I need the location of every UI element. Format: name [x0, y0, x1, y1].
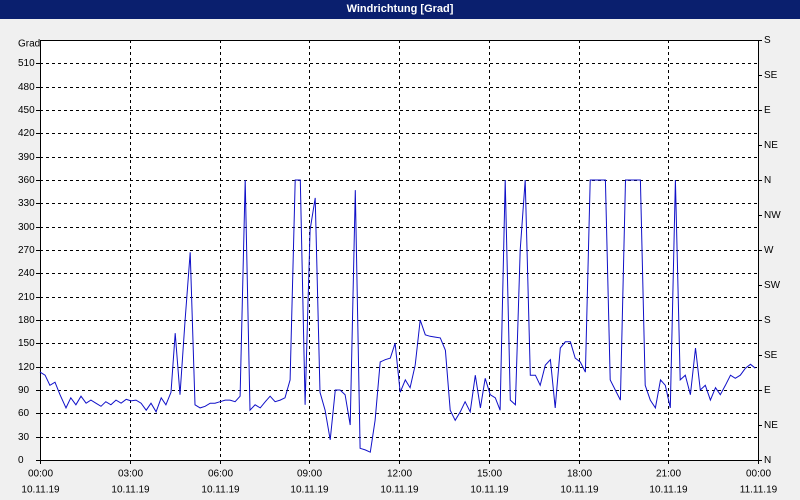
y-tick-label: 150: [18, 338, 35, 349]
title-bar: Windrichtung [Grad]: [0, 0, 800, 19]
y-tick-label: 330: [18, 198, 35, 209]
x-tick-label: 21:00: [656, 469, 681, 480]
y-tick-label: 30: [18, 432, 30, 443]
y-tick-label: 390: [18, 152, 35, 163]
y2-tick-label: NE: [764, 420, 778, 431]
x-tick-date: 10.11.19: [21, 485, 60, 496]
y2-tick-label: E: [764, 385, 771, 396]
y2-tick-label: S: [764, 35, 771, 46]
y-tick-label: 180: [18, 315, 35, 326]
y2-tick-label: W: [764, 245, 774, 256]
x-tick-date: 10.11.19: [649, 485, 688, 496]
x-tick-date: 10.11.19: [560, 485, 599, 496]
y-tick-label: 450: [18, 105, 35, 116]
y2-tick-label: NE: [764, 140, 778, 151]
x-tick-label: 03:00: [118, 469, 143, 480]
y-tick-label: 360: [18, 175, 35, 186]
y-tick-label: 0: [18, 455, 24, 466]
y2-tick-label: SW: [764, 280, 781, 291]
y-tick-label: 60: [18, 408, 30, 419]
x-tick-date: 10.11.19: [111, 485, 150, 496]
x-tick-date: 10.11.19: [470, 485, 509, 496]
y-tick-label: 240: [18, 268, 35, 279]
y2-tick-label: E: [764, 105, 771, 116]
y2-tick-label: NW: [764, 210, 781, 221]
x-tick-date: 11.11.19: [740, 485, 778, 496]
x-tick-label: 09:00: [297, 469, 322, 480]
x-tick-label: 12:00: [387, 469, 412, 480]
y-axis-label: Grad: [18, 39, 40, 50]
y-tick-label: 420: [18, 128, 35, 139]
x-tick-label: 00:00: [28, 469, 53, 480]
y-tick-label: 480: [18, 82, 35, 93]
y2-tick-label: N: [764, 175, 771, 186]
y-tick-label: 120: [18, 362, 35, 373]
y2-tick-label: N: [764, 455, 771, 466]
plot-border: [40, 40, 759, 461]
y-tick-label: 90: [18, 385, 30, 396]
y-tick-label: 210: [18, 292, 35, 303]
x-tick-date: 10.11.19: [201, 485, 240, 496]
x-tick-label: 15:00: [477, 469, 502, 480]
y2-tick-label: SE: [764, 70, 778, 81]
data-line: [39, 179, 756, 453]
x-tick-label: 18:00: [567, 469, 592, 480]
x-tick-label: 00:00: [746, 469, 771, 480]
x-tick-label: 06:00: [208, 469, 233, 480]
y-tick-label: 270: [18, 245, 35, 256]
y2-tick-label: SE: [764, 350, 778, 361]
x-tick-date: 10.11.19: [380, 485, 419, 496]
y2-tick-label: S: [764, 315, 771, 326]
y-tick-label: 510: [18, 58, 35, 69]
y-tick-label: 300: [18, 222, 35, 233]
x-tick-date: 10.11.19: [290, 485, 329, 496]
